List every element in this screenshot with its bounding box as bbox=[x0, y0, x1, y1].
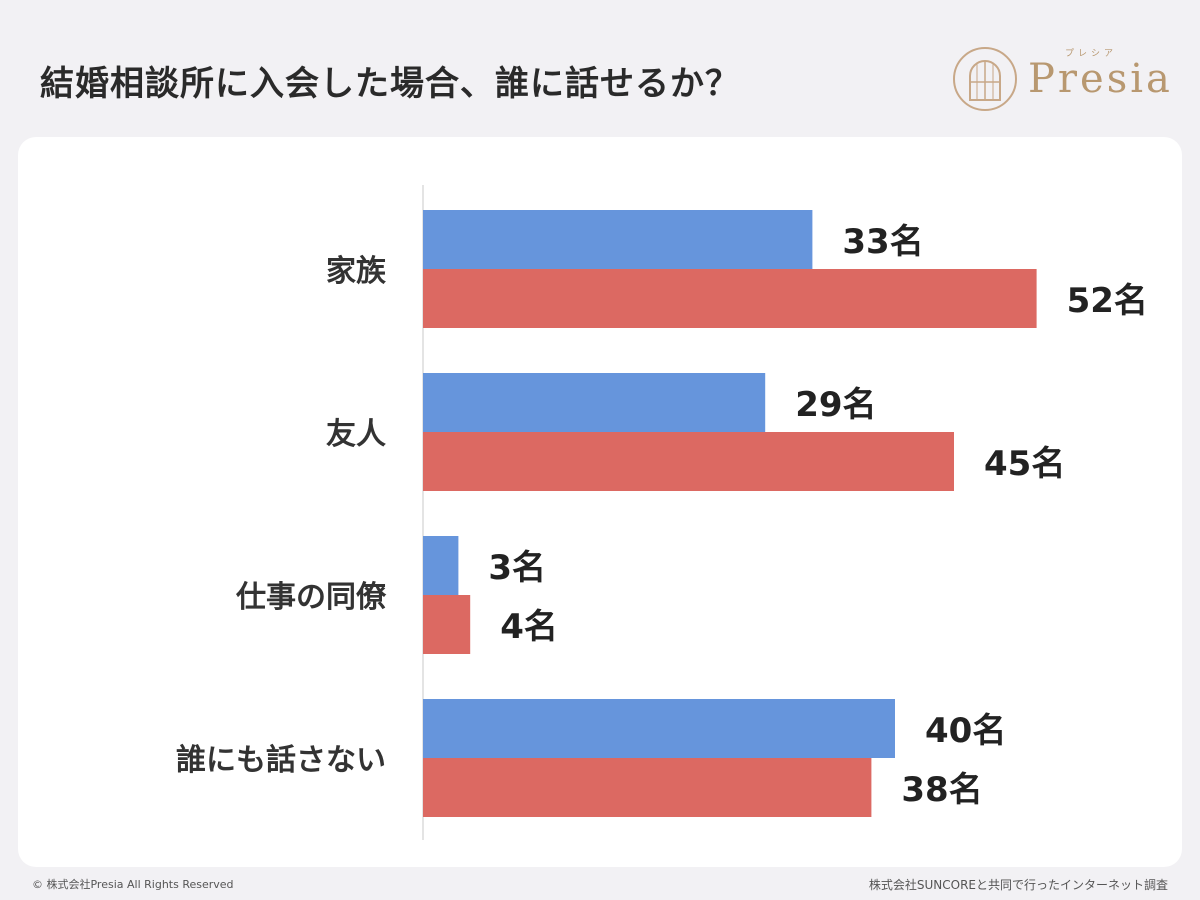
data-label: 4名 bbox=[500, 607, 558, 647]
data-label: 45名 bbox=[984, 444, 1065, 484]
presia-logo: プレシア Presia bbox=[950, 44, 1180, 114]
data-label: 52名 bbox=[1067, 281, 1148, 321]
bar bbox=[423, 699, 895, 758]
category-label: 誰にも話さない bbox=[176, 743, 386, 778]
data-label: 33名 bbox=[842, 222, 923, 262]
page-title: 結婚相談所に入会した場合、誰に話せるか？ bbox=[40, 64, 740, 104]
copyright-text: © 株式会社Presia All Rights Reserved bbox=[32, 878, 234, 891]
category-label: 仕事の同僚 bbox=[235, 580, 387, 615]
bar bbox=[423, 595, 471, 654]
logo-wordmark: Presia bbox=[1028, 56, 1173, 102]
window-arch-icon bbox=[953, 47, 1017, 111]
category-label: 家族 bbox=[326, 254, 387, 289]
bar bbox=[423, 210, 813, 269]
category-label: 友人 bbox=[326, 417, 386, 452]
source-note: 株式会社SUNCOREと共同で行ったインターネット調査 bbox=[868, 878, 1168, 892]
data-label: 38名 bbox=[901, 770, 982, 810]
bar bbox=[423, 758, 872, 817]
bar bbox=[423, 432, 954, 491]
data-label: 40名 bbox=[925, 711, 1006, 751]
data-label: 29名 bbox=[795, 385, 876, 425]
bar bbox=[423, 373, 766, 432]
bar bbox=[423, 536, 459, 595]
data-label: 3名 bbox=[488, 548, 546, 588]
logo-kana: プレシア bbox=[1065, 49, 1118, 59]
bar bbox=[423, 269, 1037, 328]
